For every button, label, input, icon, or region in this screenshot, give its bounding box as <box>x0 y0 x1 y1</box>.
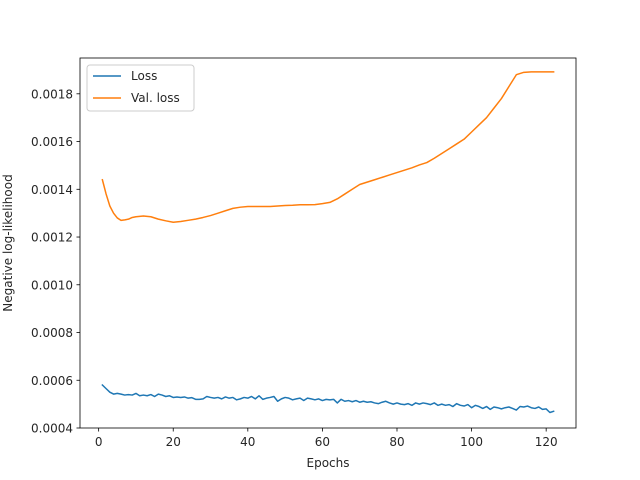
y-tick-label: 0.0016 <box>31 135 73 149</box>
x-tick-label: 120 <box>535 435 558 449</box>
y-tick-label: 0.0010 <box>31 278 73 292</box>
y-tick-label: 0.0008 <box>31 326 73 340</box>
y-tick-label: 0.0004 <box>31 422 73 436</box>
x-axis-label: Epochs <box>307 456 350 470</box>
y-tick-label: 0.0006 <box>31 374 73 388</box>
series-line-loss <box>101 383 555 414</box>
legend-label-loss: Loss <box>131 69 157 83</box>
y-tick-label: 0.0018 <box>31 87 73 101</box>
x-tick-label: 40 <box>240 435 255 449</box>
x-tick-label: 100 <box>460 435 483 449</box>
x-tick-label: 60 <box>315 435 330 449</box>
y-tick-label: 0.0012 <box>31 231 73 245</box>
y-axis-label: Negative log-likelihood <box>1 174 15 311</box>
x-tick-label: 20 <box>166 435 181 449</box>
plot-background <box>80 58 576 428</box>
series-line-val-loss <box>101 71 555 223</box>
plot-frame <box>79 57 577 429</box>
x-tick-label: 80 <box>389 435 404 449</box>
series-layer <box>101 71 555 414</box>
y-axis-ticks: 0.0004 0.0006 0.0008 0.0010 0.0012 0.0014 0.00… <box>31 87 80 436</box>
x-tick-label: 0 <box>95 435 103 449</box>
legend: Loss Val. loss <box>86 64 195 112</box>
legend-label-val-loss: Val. loss <box>131 91 180 105</box>
y-tick-label: 0.0014 <box>31 183 73 197</box>
x-axis-ticks: 0 20 40 60 80 100 120 <box>95 428 558 449</box>
